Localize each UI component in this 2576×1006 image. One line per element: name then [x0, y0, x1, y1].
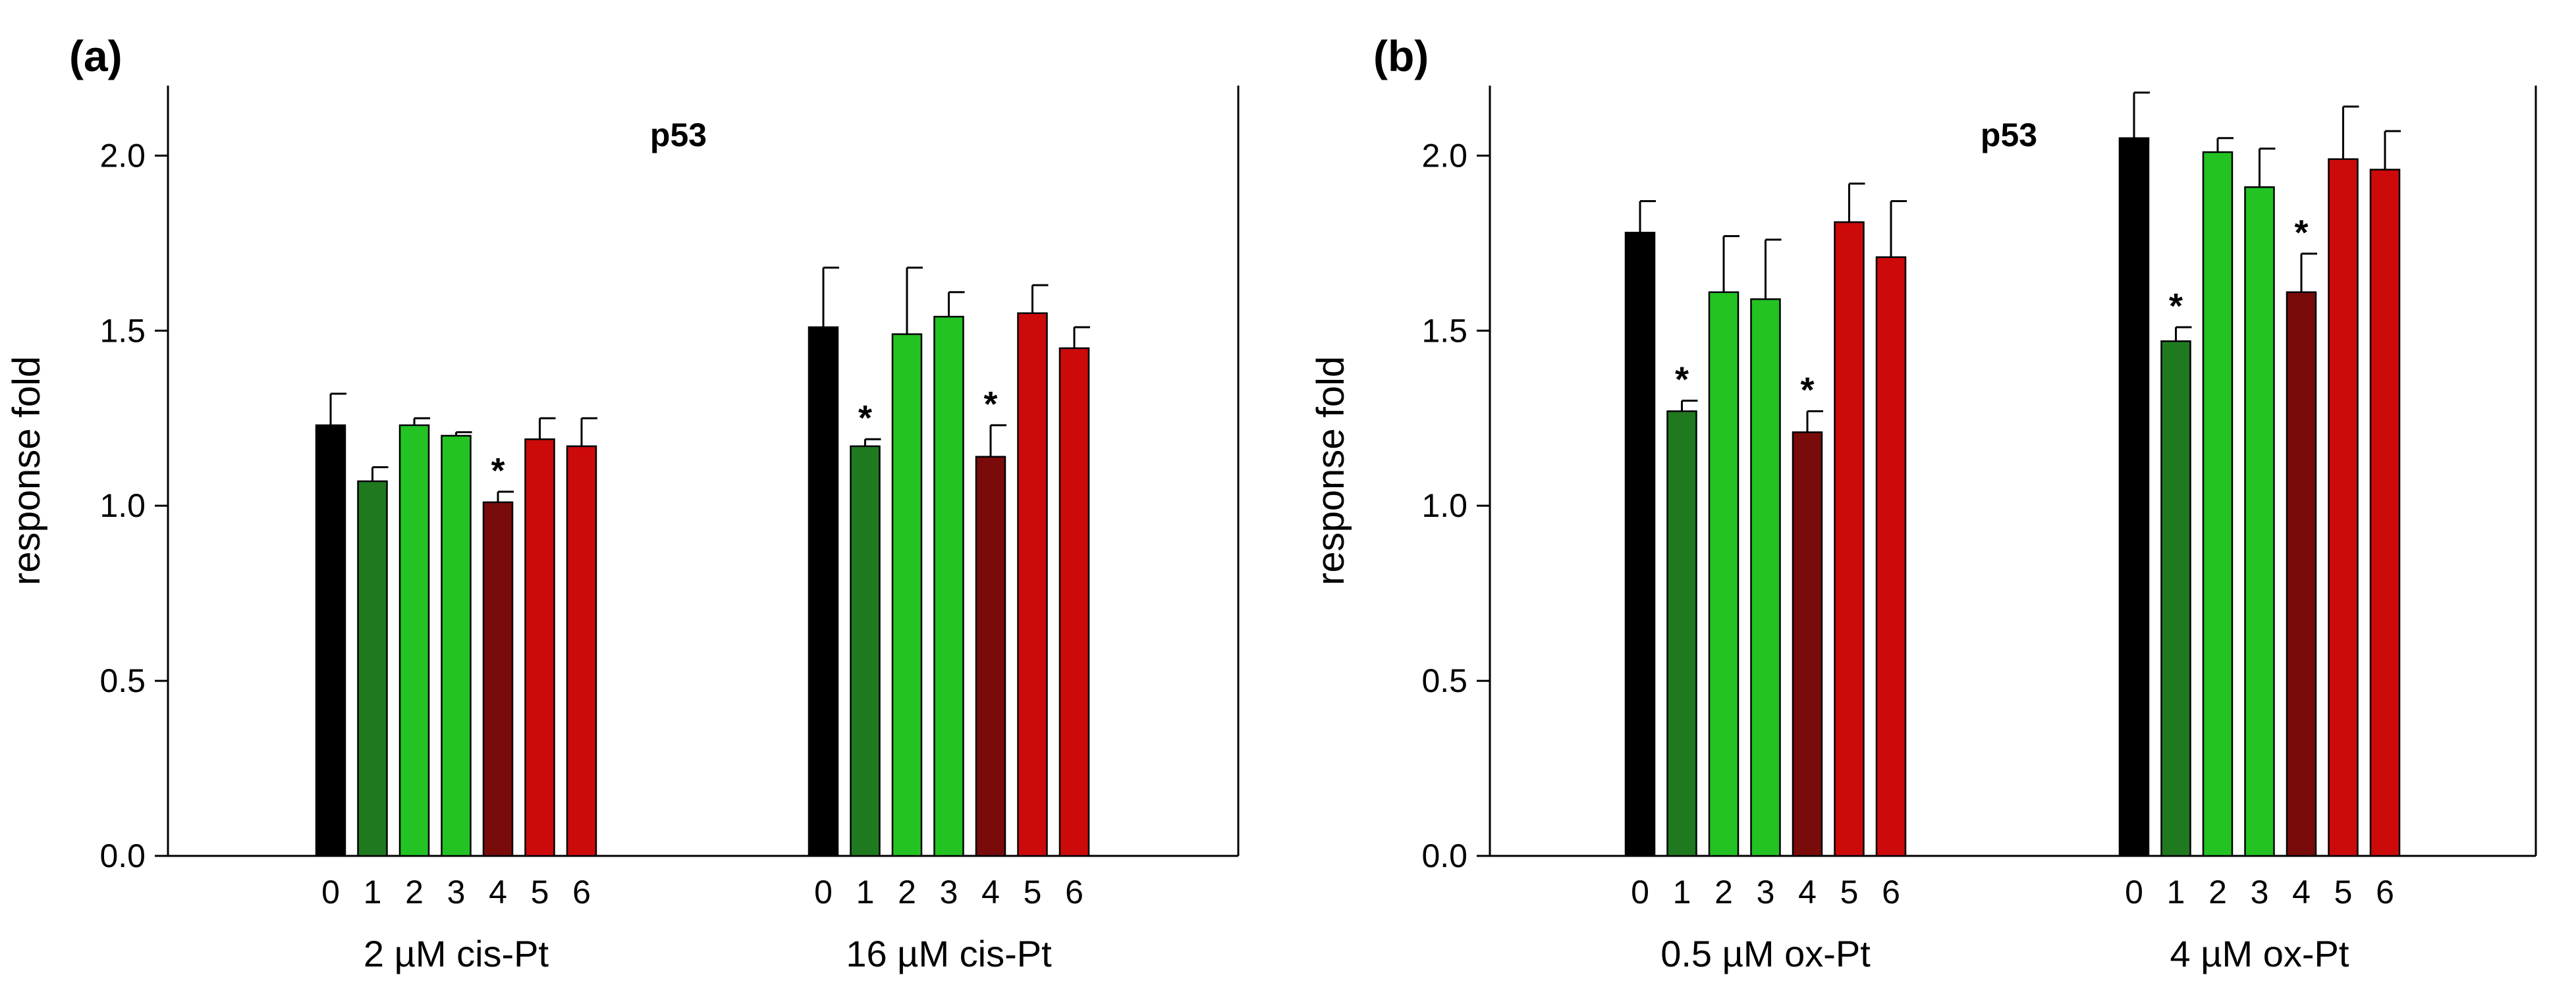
category-label: 0: [1631, 874, 1649, 911]
bar: [566, 445, 597, 857]
category-label: 6: [2376, 874, 2394, 911]
category-label: 4: [2292, 874, 2311, 911]
y-tick-label: 0.5: [99, 662, 146, 699]
y-tick-label: 2.0: [99, 137, 146, 174]
y-tick-label: 1.0: [99, 487, 146, 524]
panel-label: (a): [69, 32, 123, 80]
category-label: 6: [1882, 874, 1900, 911]
y-tick-label: 0.0: [1421, 837, 1467, 874]
significance-star: *: [858, 398, 872, 438]
category-label: 2: [405, 874, 424, 911]
y-tick-label: 0.5: [1421, 662, 1467, 699]
bar: [2202, 151, 2233, 857]
chart-title: p53: [650, 117, 707, 153]
category-label: 4: [981, 874, 1000, 911]
bar: [1875, 256, 1907, 857]
bar: [975, 456, 1006, 857]
bar: [808, 326, 839, 857]
bar: [1792, 431, 1823, 857]
category-label: 3: [2251, 874, 2269, 911]
category-label: 6: [572, 874, 591, 911]
category-label: 5: [1024, 874, 1042, 911]
category-label: 5: [1840, 874, 1859, 911]
bar: [1834, 221, 1865, 857]
category-label: 3: [940, 874, 958, 911]
group-label: 2 µM cis-Pt: [364, 933, 549, 974]
bar: [482, 501, 514, 857]
category-label: 4: [489, 874, 507, 911]
bar: [315, 424, 346, 857]
significance-star: *: [1675, 360, 1689, 400]
y-axis-title: response fold: [1309, 356, 1352, 585]
group-label: 0.5 µM ox-Pt: [1660, 933, 1871, 974]
y-tick-label: 1.0: [1421, 487, 1467, 524]
bar: [891, 333, 923, 857]
category-label: 5: [531, 874, 549, 911]
y-tick-label: 1.5: [1421, 312, 1467, 349]
bar: [357, 480, 388, 857]
category-label: 1: [1673, 874, 1691, 911]
category-label: 4: [1798, 874, 1817, 911]
significance-star: *: [1800, 371, 1814, 410]
bar: [850, 445, 881, 857]
category-label: 0: [321, 874, 340, 911]
significance-star: *: [983, 384, 997, 424]
bar: [441, 435, 472, 857]
category-label: 2: [898, 874, 916, 911]
category-label: 3: [1757, 874, 1775, 911]
panel-label: (b): [1373, 32, 1429, 80]
category-label: 0: [2125, 874, 2143, 911]
category-label: 2: [2208, 874, 2227, 911]
category-label: 3: [447, 874, 466, 911]
bar: [2369, 169, 2401, 857]
chart-title: p53: [1981, 117, 2037, 153]
bar: [2118, 137, 2150, 857]
category-label: 1: [856, 874, 875, 911]
bar: [1017, 312, 1048, 857]
significance-star: *: [2169, 286, 2183, 326]
bar: [1624, 232, 1656, 857]
category-label: 2: [1714, 874, 1733, 911]
bar: [2160, 340, 2191, 857]
y-tick-label: 1.5: [99, 312, 146, 349]
category-label: 5: [2334, 874, 2353, 911]
bar: [1708, 291, 1740, 857]
significance-star: *: [2294, 213, 2308, 252]
bar: [1750, 298, 1781, 857]
bar: [1058, 347, 1090, 857]
bar: [2328, 158, 2359, 857]
group-label: 4 µM ox-Pt: [2170, 933, 2349, 974]
bar: [933, 315, 964, 857]
significance-star: *: [491, 451, 505, 490]
category-label: 1: [2167, 874, 2185, 911]
bar: [2286, 291, 2317, 857]
category-label: 6: [1065, 874, 1083, 911]
y-tick-label: 0.0: [99, 837, 146, 874]
group-label: 16 µM cis-Pt: [846, 933, 1052, 974]
category-label: 1: [364, 874, 382, 911]
bar: [398, 424, 430, 857]
y-tick-label: 2.0: [1421, 137, 1467, 174]
bar: [524, 438, 555, 857]
category-label: 0: [814, 874, 833, 911]
bar: [1666, 410, 1697, 857]
bar: [2244, 186, 2275, 857]
y-axis-title: response fold: [5, 356, 48, 585]
